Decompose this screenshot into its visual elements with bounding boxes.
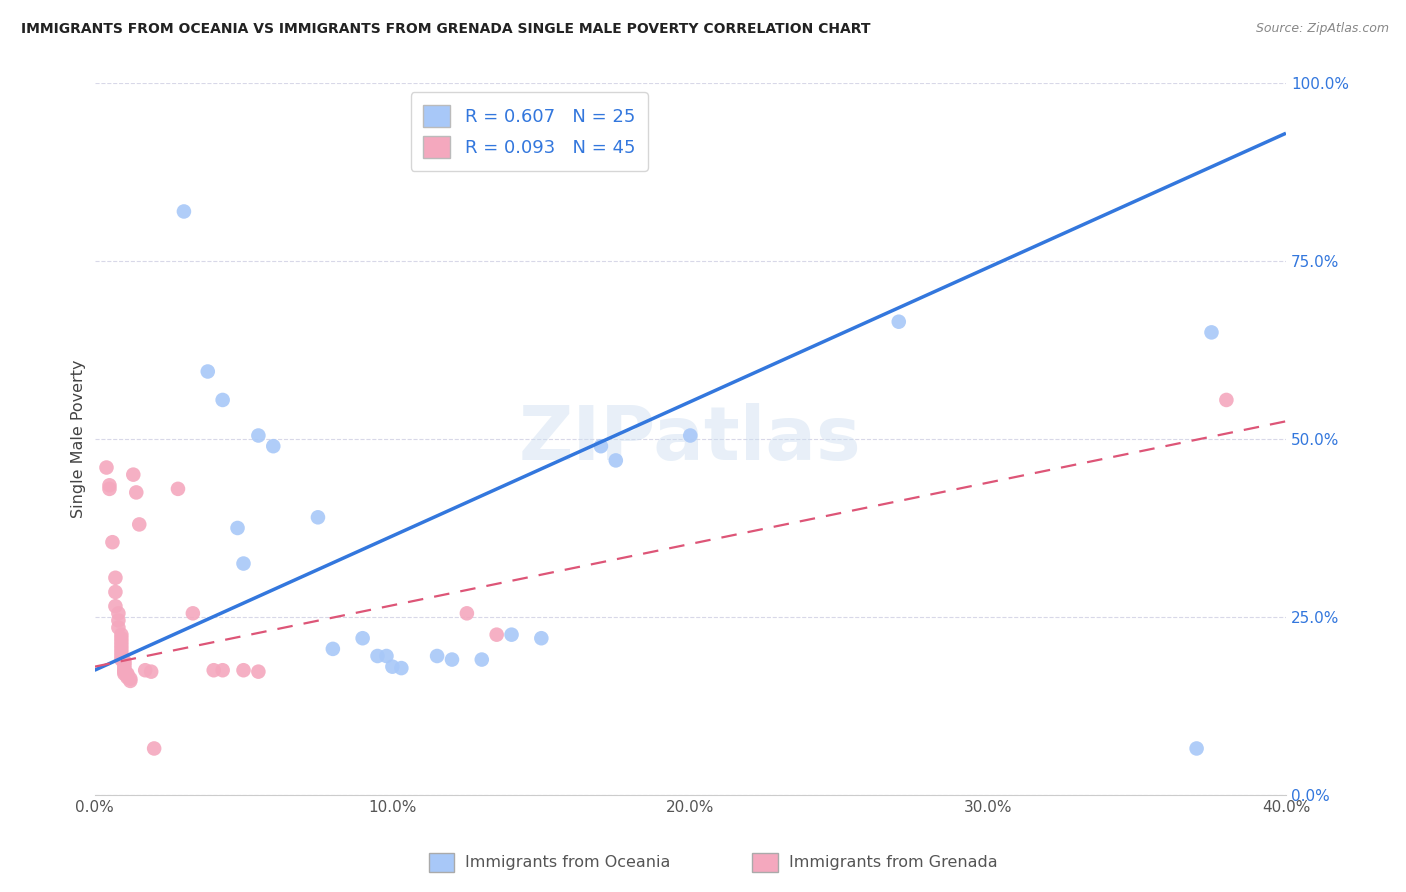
- Text: Source: ZipAtlas.com: Source: ZipAtlas.com: [1256, 22, 1389, 36]
- Point: [120, 672, 142, 686]
- Text: Immigrants from Oceania: Immigrants from Oceania: [465, 855, 671, 870]
- Point: [367, 648, 389, 663]
- Point: [211, 392, 233, 407]
- Point: [120, 673, 142, 688]
- Point: [112, 658, 135, 673]
- Point: [117, 670, 139, 684]
- Point: [202, 663, 225, 677]
- Text: ZIPatlas: ZIPatlas: [519, 402, 862, 475]
- Point: [107, 621, 129, 635]
- Point: [112, 656, 135, 670]
- Point: [426, 648, 449, 663]
- Point: [471, 652, 494, 666]
- Legend: R = 0.607   N = 25, R = 0.093   N = 45: R = 0.607 N = 25, R = 0.093 N = 45: [411, 93, 648, 171]
- Point: [112, 666, 135, 681]
- Point: [125, 485, 148, 500]
- Point: [98, 478, 121, 492]
- Point: [1185, 741, 1208, 756]
- Point: [389, 661, 412, 675]
- Point: [307, 510, 329, 524]
- Point: [173, 204, 195, 219]
- Point: [247, 665, 270, 679]
- Point: [110, 652, 132, 666]
- Point: [226, 521, 249, 535]
- Point: [101, 535, 124, 549]
- Point: [122, 467, 145, 482]
- Point: [110, 641, 132, 656]
- Point: [141, 665, 163, 679]
- Point: [128, 517, 150, 532]
- Point: [98, 482, 121, 496]
- Point: [232, 663, 254, 677]
- Point: [485, 628, 508, 642]
- Point: [456, 607, 478, 621]
- Point: [110, 645, 132, 659]
- Point: [110, 628, 132, 642]
- Point: [112, 665, 135, 679]
- Point: [247, 428, 270, 442]
- Point: [117, 666, 139, 681]
- Point: [1215, 392, 1237, 407]
- Point: [143, 741, 166, 756]
- Point: [167, 482, 190, 496]
- Point: [262, 439, 284, 453]
- Point: [110, 634, 132, 648]
- Point: [112, 654, 135, 668]
- Point: [181, 607, 204, 621]
- Point: [112, 661, 135, 675]
- Point: [104, 571, 127, 585]
- Point: [117, 668, 139, 682]
- Point: [110, 648, 132, 663]
- Point: [322, 641, 344, 656]
- Point: [104, 599, 127, 614]
- Point: [110, 638, 132, 652]
- Point: [352, 631, 374, 645]
- Text: Immigrants from Grenada: Immigrants from Grenada: [789, 855, 997, 870]
- Point: [96, 460, 118, 475]
- Point: [375, 648, 398, 663]
- Point: [679, 428, 702, 442]
- Point: [107, 614, 129, 628]
- Point: [232, 557, 254, 571]
- Point: [211, 663, 233, 677]
- Point: [530, 631, 553, 645]
- Point: [1201, 326, 1223, 340]
- Point: [110, 631, 132, 645]
- Point: [197, 364, 219, 378]
- Point: [887, 315, 910, 329]
- Text: IMMIGRANTS FROM OCEANIA VS IMMIGRANTS FROM GRENADA SINGLE MALE POVERTY CORRELATI: IMMIGRANTS FROM OCEANIA VS IMMIGRANTS FR…: [21, 22, 870, 37]
- Point: [112, 663, 135, 677]
- Point: [605, 453, 627, 467]
- Point: [381, 659, 404, 673]
- Y-axis label: Single Male Poverty: Single Male Poverty: [72, 359, 86, 518]
- Point: [501, 628, 523, 642]
- Point: [440, 652, 463, 666]
- Point: [134, 663, 156, 677]
- Point: [104, 585, 127, 599]
- Point: [107, 607, 129, 621]
- Point: [589, 439, 612, 453]
